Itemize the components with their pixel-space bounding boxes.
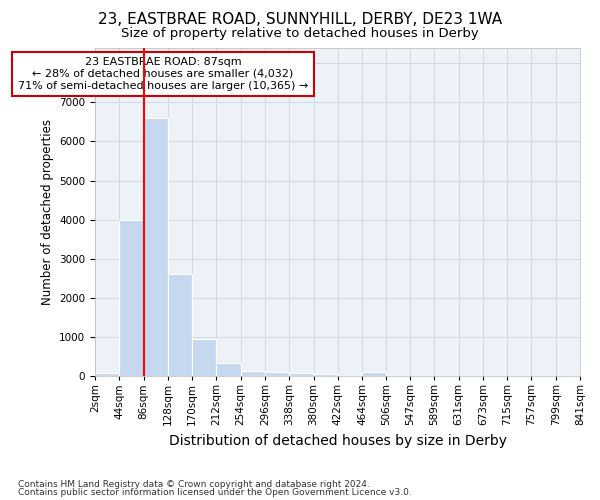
Text: Contains public sector information licensed under the Open Government Licence v3: Contains public sector information licen… [18, 488, 412, 497]
Bar [119, 220, 143, 376]
Bar [314, 374, 338, 376]
Text: Size of property relative to detached houses in Derby: Size of property relative to detached ho… [121, 28, 479, 40]
Y-axis label: Number of detached properties: Number of detached properties [41, 119, 53, 305]
Bar [265, 372, 289, 376]
Text: 23 EASTBRAE ROAD: 87sqm
← 28% of detached houses are smaller (4,032)
71% of semi: 23 EASTBRAE ROAD: 87sqm ← 28% of detache… [18, 58, 308, 90]
Bar [241, 371, 265, 376]
Bar [192, 339, 217, 376]
Bar [168, 274, 192, 376]
Bar [217, 364, 241, 376]
Bar [95, 373, 119, 376]
X-axis label: Distribution of detached houses by size in Derby: Distribution of detached houses by size … [169, 434, 506, 448]
Bar [362, 372, 386, 376]
Bar [143, 118, 168, 376]
Text: 23, EASTBRAE ROAD, SUNNYHILL, DERBY, DE23 1WA: 23, EASTBRAE ROAD, SUNNYHILL, DERBY, DE2… [98, 12, 502, 28]
Bar [289, 373, 314, 376]
Text: Contains HM Land Registry data © Crown copyright and database right 2024.: Contains HM Land Registry data © Crown c… [18, 480, 370, 489]
